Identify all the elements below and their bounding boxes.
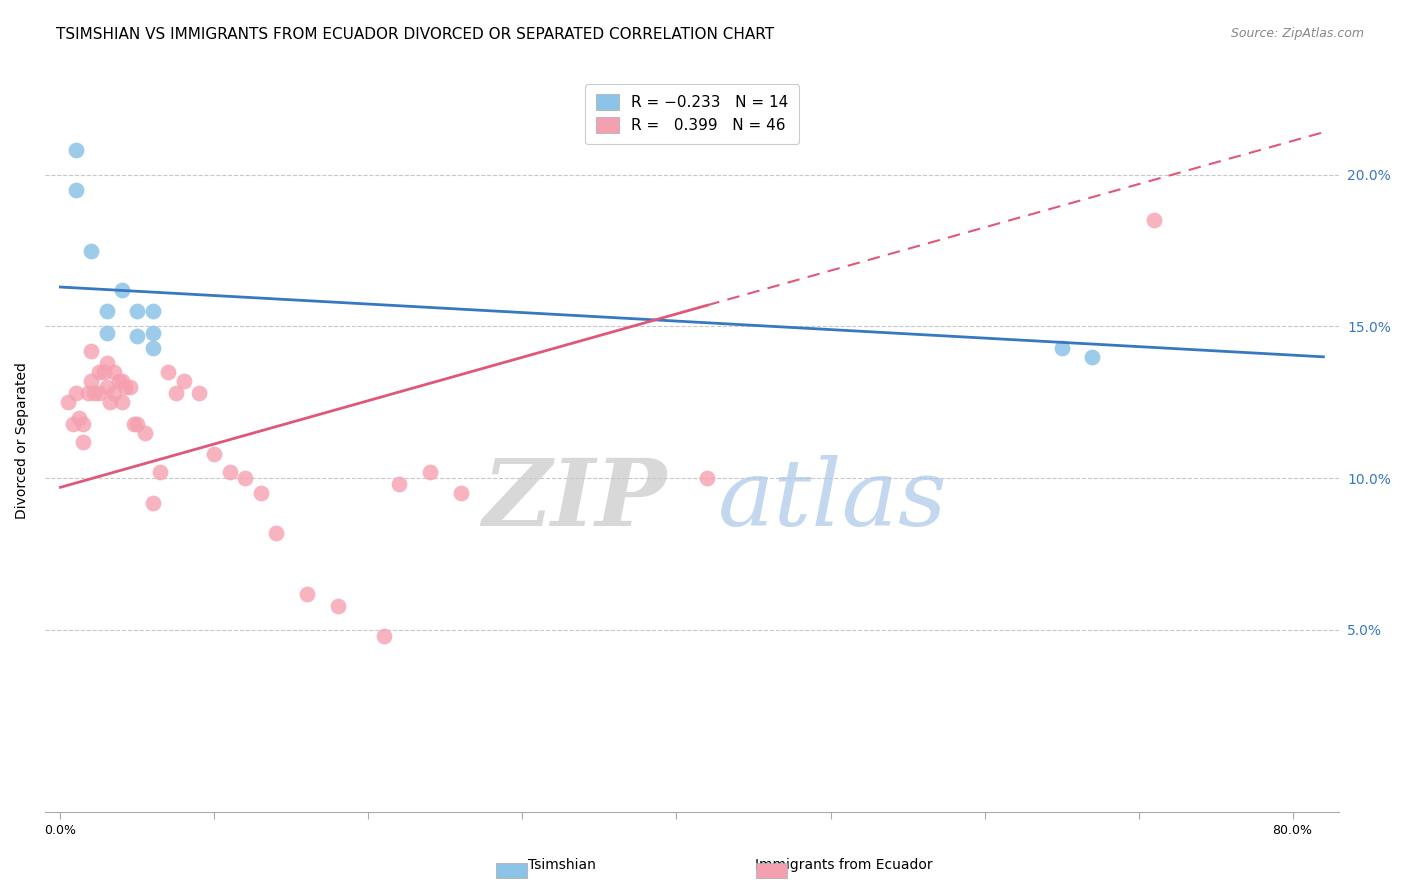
Point	[67, 410, 90, 425]
Point	[80, 343, 103, 358]
Point	[1143, 213, 1166, 227]
Text: atlas: atlas	[717, 455, 948, 545]
Point	[56, 395, 79, 409]
Point	[96, 380, 118, 394]
Text: TSIMSHIAN VS IMMIGRANTS FROM ECUADOR DIVORCED OR SEPARATED CORRELATION CHART: TSIMSHIAN VS IMMIGRANTS FROM ECUADOR DIV…	[56, 27, 775, 42]
Point	[111, 395, 134, 409]
Point	[62, 417, 84, 431]
Point	[134, 425, 156, 440]
Text: Tsimshian: Tsimshian	[529, 858, 596, 872]
Point	[108, 374, 131, 388]
Point	[103, 386, 125, 401]
Point	[83, 386, 105, 401]
Point	[142, 341, 165, 355]
Point	[326, 599, 349, 613]
Point	[149, 465, 172, 479]
Text: Immigrants from Ecuador: Immigrants from Ecuador	[755, 858, 932, 872]
Point	[218, 465, 240, 479]
Point	[93, 365, 115, 379]
Point	[72, 434, 94, 449]
Point	[98, 395, 121, 409]
Point	[157, 365, 180, 379]
Point	[87, 386, 110, 401]
Text: ZIP: ZIP	[482, 455, 666, 545]
Point	[142, 304, 165, 318]
Point	[72, 417, 94, 431]
Point	[114, 380, 136, 394]
Point	[111, 374, 134, 388]
Point	[696, 471, 718, 485]
Point	[65, 386, 87, 401]
Point	[96, 326, 118, 340]
Point	[127, 304, 149, 318]
Point	[295, 586, 318, 600]
Point	[450, 486, 472, 500]
Point	[65, 183, 87, 197]
Point	[118, 380, 141, 394]
Point	[80, 244, 103, 258]
Point	[165, 386, 187, 401]
Point	[127, 328, 149, 343]
Point	[96, 356, 118, 370]
Point	[111, 283, 134, 297]
Point	[264, 525, 287, 540]
Point	[388, 477, 411, 491]
Point	[127, 417, 149, 431]
Point	[1050, 341, 1073, 355]
Point	[233, 471, 256, 485]
Legend: R = −0.233   N = 14, R =   0.399   N = 46: R = −0.233 N = 14, R = 0.399 N = 46	[585, 84, 799, 144]
Point	[419, 465, 441, 479]
Point	[65, 144, 87, 158]
Point	[103, 365, 125, 379]
Point	[80, 374, 103, 388]
Point	[87, 365, 110, 379]
Point	[77, 386, 100, 401]
Point	[96, 304, 118, 318]
Point	[249, 486, 271, 500]
Text: Source: ZipAtlas.com: Source: ZipAtlas.com	[1230, 27, 1364, 40]
Point	[142, 326, 165, 340]
Point	[142, 495, 165, 509]
Point	[202, 447, 225, 461]
Point	[188, 386, 211, 401]
Point	[1081, 350, 1104, 364]
Point	[373, 629, 395, 643]
Point	[124, 417, 146, 431]
Y-axis label: Divorced or Separated: Divorced or Separated	[15, 362, 30, 519]
Point	[173, 374, 195, 388]
